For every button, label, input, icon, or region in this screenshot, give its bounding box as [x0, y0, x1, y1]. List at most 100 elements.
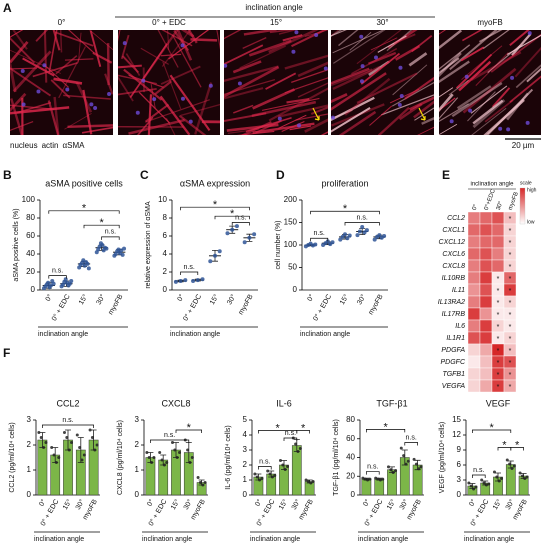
- significance-label: n.s.: [367, 463, 378, 470]
- fiber: [176, 30, 193, 61]
- fiber: [491, 87, 511, 108]
- fiber: [331, 72, 387, 111]
- heatmap-cell: [503, 379, 517, 393]
- fiber: [332, 30, 383, 54]
- cell-label: *: [509, 240, 512, 247]
- data-point: [364, 228, 369, 233]
- data-point: [162, 463, 166, 467]
- y-axis-label: relative expression of αSMA: [145, 201, 152, 289]
- data-point: [196, 476, 200, 479]
- heatmap-title: inclination angle: [470, 182, 514, 188]
- fiber: [331, 67, 370, 85]
- group-label: inclination angle: [300, 331, 350, 338]
- chart-title: CCL2: [56, 398, 79, 408]
- fiber: [377, 35, 407, 53]
- heatmap-cell: [479, 247, 493, 261]
- fiber: [224, 30, 242, 40]
- fiber: [67, 124, 113, 129]
- fiber: [81, 126, 113, 134]
- fiber: [467, 91, 496, 122]
- fiber: [10, 104, 55, 111]
- y-axis-label: CCL2 (pg/ml/10⁴ cells): [9, 422, 16, 492]
- fiber: [10, 92, 27, 113]
- significance-bracket: [366, 471, 380, 475]
- legend-low: low: [527, 219, 535, 225]
- data-point: [404, 462, 408, 466]
- y-tick-label: 200: [284, 195, 298, 204]
- y-tick-label: 0: [293, 285, 298, 294]
- fiber: [157, 30, 179, 68]
- fiber: [118, 64, 142, 69]
- x-tick-label: 15°: [385, 498, 397, 511]
- heatmap-cell: [467, 211, 481, 225]
- data-point: [360, 225, 365, 229]
- column-label: 0°+EDC: [484, 188, 497, 211]
- data-point: [497, 479, 501, 483]
- panel-letter: D: [276, 168, 285, 182]
- image-label: 15°: [270, 18, 282, 27]
- heatmap-cell: [491, 259, 505, 273]
- fiber: [121, 55, 140, 74]
- y-tick-label: 3: [27, 415, 32, 424]
- fiber: [515, 64, 541, 89]
- data-point: [500, 477, 504, 480]
- row-label: IL17RB: [442, 311, 466, 318]
- fiber: [268, 30, 319, 54]
- x-tick-label: 0°: [253, 498, 263, 508]
- fiber: [140, 47, 169, 65]
- fiber: [169, 74, 211, 131]
- cell-label: *: [497, 348, 500, 355]
- significance-bracket: [310, 210, 380, 215]
- row-label: PDGFA: [441, 347, 465, 354]
- fiber: [89, 30, 102, 67]
- heatmap-cell: [479, 223, 493, 237]
- fiber: [265, 72, 297, 90]
- fiber: [331, 96, 375, 122]
- significance-label: *: [343, 203, 348, 215]
- nucleus: [464, 74, 469, 79]
- heatmap-cell: [479, 283, 493, 297]
- heatmap-cell: [467, 295, 481, 309]
- row-label: TGFB1: [442, 371, 465, 378]
- significance-label: n.s.: [105, 229, 116, 236]
- panel-letter: E: [442, 168, 450, 182]
- data-point: [200, 277, 205, 282]
- cell-label: *: [509, 324, 512, 331]
- significance-bracket: [48, 210, 120, 214]
- y-tick-label: 40: [346, 453, 355, 462]
- data-point: [508, 462, 512, 466]
- y-tick-label: 60: [26, 231, 35, 240]
- significance-bracket: [83, 224, 120, 229]
- column-label: 0°: [472, 203, 480, 211]
- significance-label: n.s.: [473, 467, 484, 474]
- data-point: [306, 480, 310, 483]
- cell-label: *: [509, 300, 512, 307]
- cell-label: *: [509, 228, 512, 235]
- panel-letter: C: [140, 168, 149, 182]
- significance-label: n.s.: [285, 430, 296, 437]
- y-tick-label: 20: [26, 267, 35, 276]
- data-point: [63, 277, 68, 282]
- x-tick-label: 15°: [338, 293, 350, 306]
- heatmap-cell: [491, 247, 505, 261]
- nucleus: [468, 108, 473, 113]
- y-tick-label: 8: [163, 213, 168, 222]
- row-label: CXCL6: [442, 251, 465, 258]
- fiber: [43, 64, 70, 88]
- data-point: [347, 233, 352, 238]
- data-point: [225, 231, 230, 236]
- significance-bracket: [101, 236, 120, 240]
- fiber: [331, 30, 340, 37]
- nucleus: [360, 64, 365, 69]
- data-point: [51, 281, 56, 286]
- data-point: [343, 232, 347, 237]
- fiber: [123, 68, 163, 101]
- fiber: [64, 58, 94, 61]
- data-point: [86, 266, 91, 271]
- data-point: [304, 478, 308, 482]
- data-point: [391, 471, 395, 474]
- cell-label: *: [497, 276, 500, 283]
- y-tick-label: 5: [243, 415, 248, 424]
- fiber: [439, 97, 456, 111]
- fiber: [333, 30, 386, 64]
